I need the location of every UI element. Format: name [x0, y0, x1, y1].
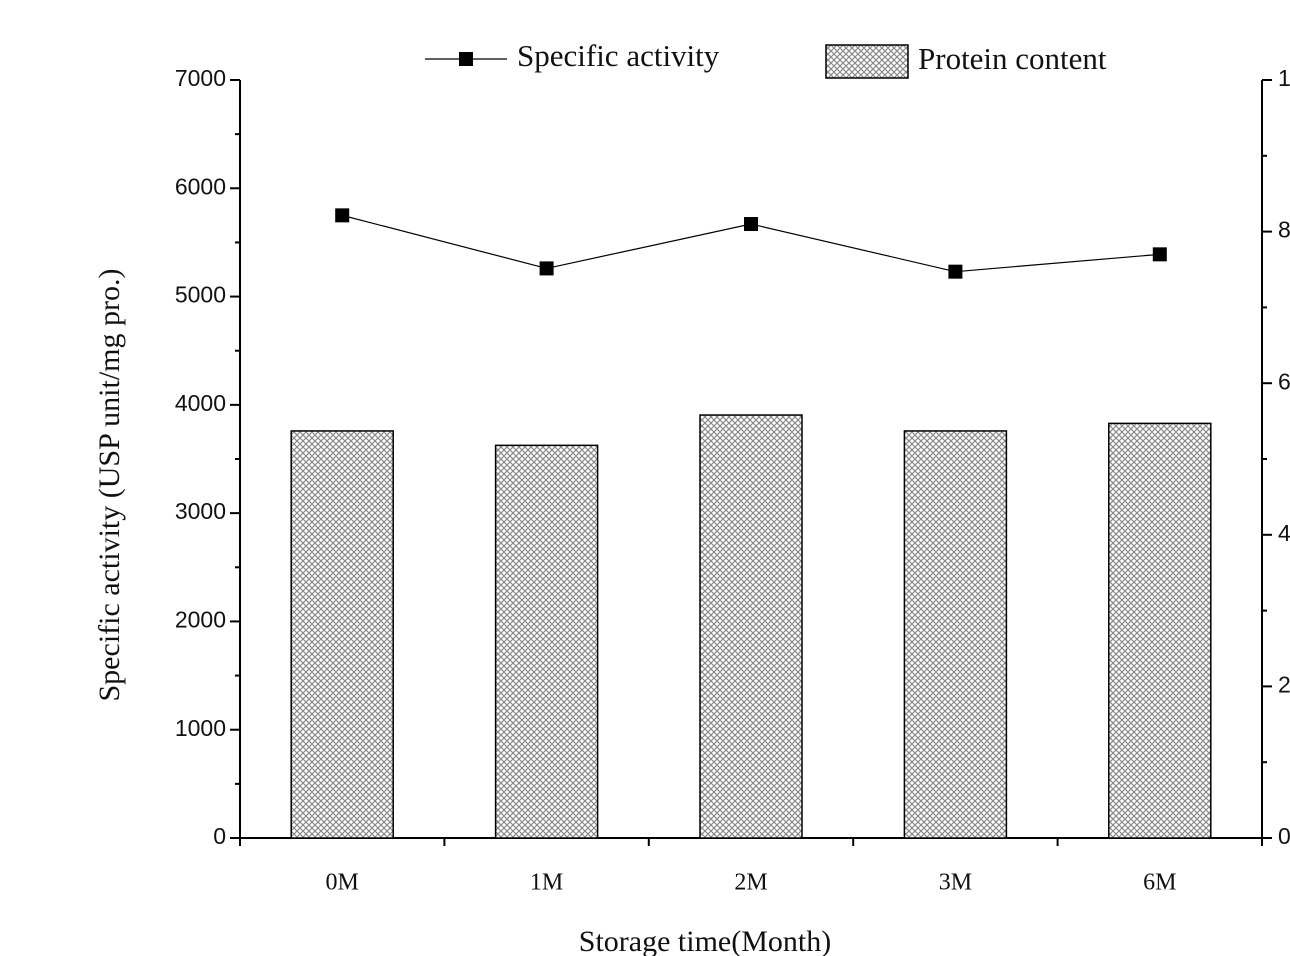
y2-tick-label: 6	[1278, 368, 1290, 394]
bar	[903, 430, 1008, 839]
x-axis-title: Storage time(Month)	[579, 925, 831, 956]
marker	[335, 208, 350, 223]
legend-label: Specific activity	[517, 38, 720, 73]
marker	[1152, 247, 1167, 262]
y-axis-title: Specific activity (USP unit/mg pro.)	[93, 269, 126, 702]
y-tick-label: 5000	[175, 282, 226, 308]
legend-swatch	[825, 44, 909, 79]
y2-tick-label: 4	[1278, 520, 1290, 546]
x-tick-label: 6M	[1143, 870, 1176, 896]
y2-tick-label: 10	[1278, 65, 1290, 91]
y-tick-label: 6000	[175, 173, 226, 199]
y2-tick-label: 0	[1278, 823, 1290, 849]
y-tick-label: 4000	[175, 390, 226, 416]
y-tick-label: 7000	[175, 65, 226, 91]
y2-tick-label: 8	[1278, 217, 1290, 243]
legend-marker	[459, 52, 473, 66]
marker	[744, 217, 758, 232]
bar	[1108, 422, 1212, 839]
x-tick-label: 3M	[939, 870, 972, 896]
y2-tick-label: 2	[1278, 671, 1290, 697]
y-tick-label: 2000	[175, 607, 226, 633]
bar	[290, 430, 394, 839]
y-tick-label: 1000	[175, 715, 226, 741]
marker	[948, 264, 963, 279]
y-tick-label: 0	[213, 823, 226, 849]
bar	[699, 414, 803, 839]
marker	[539, 261, 554, 276]
x-tick-label: 2M	[734, 870, 767, 896]
x-tick-label: 0M	[326, 870, 359, 896]
x-tick-label: 1M	[530, 870, 563, 896]
bar	[494, 444, 599, 839]
y-tick-label: 3000	[175, 498, 226, 524]
legend-label: Protein content	[918, 41, 1107, 76]
